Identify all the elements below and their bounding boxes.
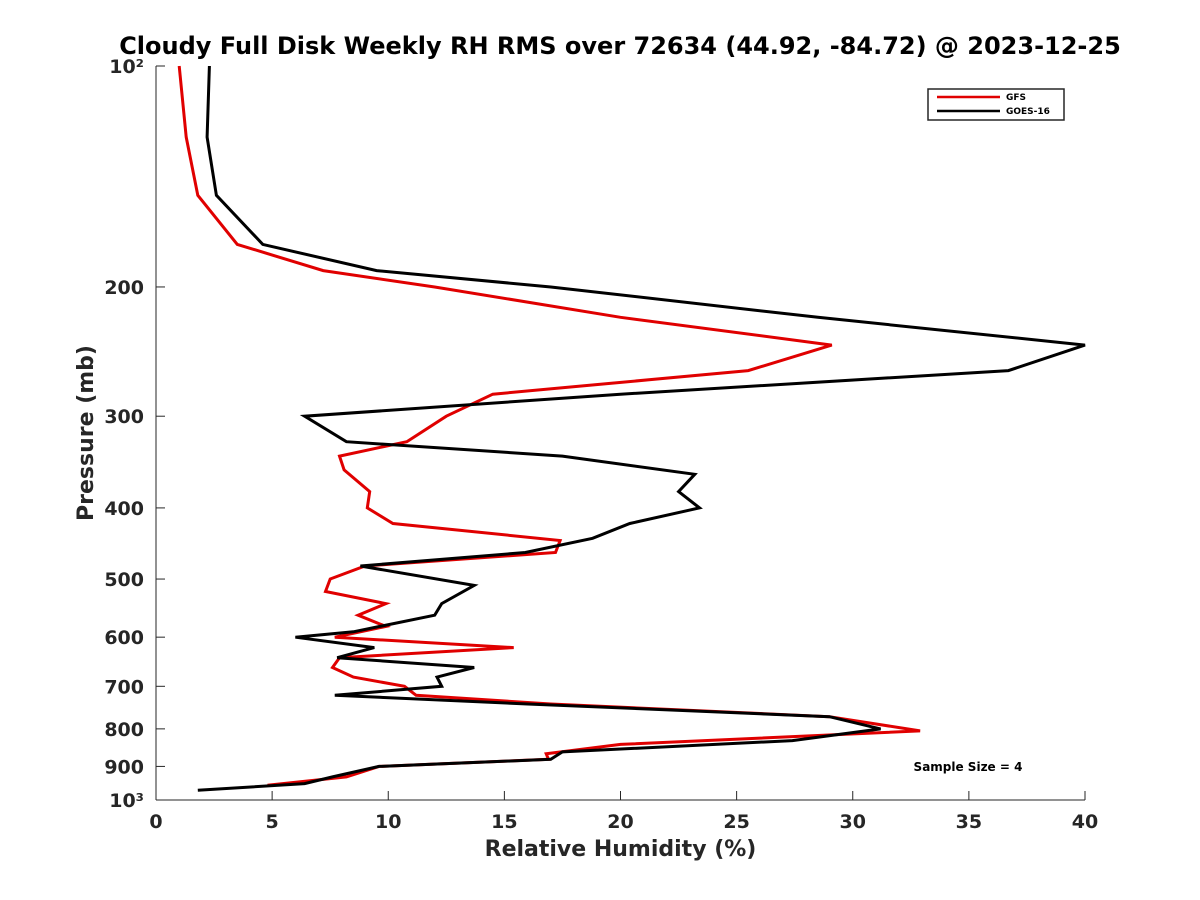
y-tick-label: 700 [104, 676, 144, 698]
series-line-gfs [177, 65, 921, 787]
legend-label-goes-16: GOES-16 [1006, 107, 1050, 117]
chart-title: Cloudy Full Disk Weekly RH RMS over 7263… [119, 32, 1121, 60]
series-line-goes-16 [197, 65, 1086, 792]
x-tick-label: 25 [723, 811, 749, 833]
y-tick-label: 800 [104, 719, 144, 741]
x-tick-label: 10 [375, 811, 401, 833]
legend-box [927, 88, 1065, 121]
y-tick-label: 500 [104, 569, 144, 591]
y-tick-label: 200 [104, 277, 144, 299]
x-tick-label: 40 [1072, 811, 1098, 833]
x-tick-label: 20 [607, 811, 633, 833]
legend: GFS GOES-16 [927, 88, 1065, 121]
sample-size-annotation: Sample Size = 4 [914, 760, 1023, 774]
legend-label-gfs: GFS [1006, 93, 1026, 103]
plot-area: 0 5 10 15 20 25 30 35 40 10² 200 300 400 500 600 700 80… [104, 56, 1098, 833]
y-tick-label: 900 [104, 756, 144, 778]
x-tick-label: 5 [266, 811, 279, 833]
x-tick-label: 15 [491, 811, 517, 833]
x-tick-label: 0 [149, 811, 162, 833]
y-tick-label: 600 [104, 627, 144, 649]
x-axis-ticks: 0 5 10 15 20 25 30 35 40 [149, 791, 1098, 833]
x-axis-label: Relative Humidity (%) [485, 837, 757, 862]
x-tick-label: 35 [956, 811, 982, 833]
plot-frame [156, 66, 1085, 800]
y-tick-label: 400 [104, 498, 144, 520]
y-axis-label: Pressure (mb) [74, 345, 99, 521]
x-tick-label: 30 [840, 811, 866, 833]
y-tick-label: 10³ [109, 790, 144, 812]
y-axis-ticks: 10² 200 300 400 500 600 700 800 900 10³ [104, 56, 165, 812]
y-tick-label: 10² [109, 56, 144, 78]
y-tick-label: 300 [104, 406, 144, 428]
series-layer [177, 65, 1086, 792]
